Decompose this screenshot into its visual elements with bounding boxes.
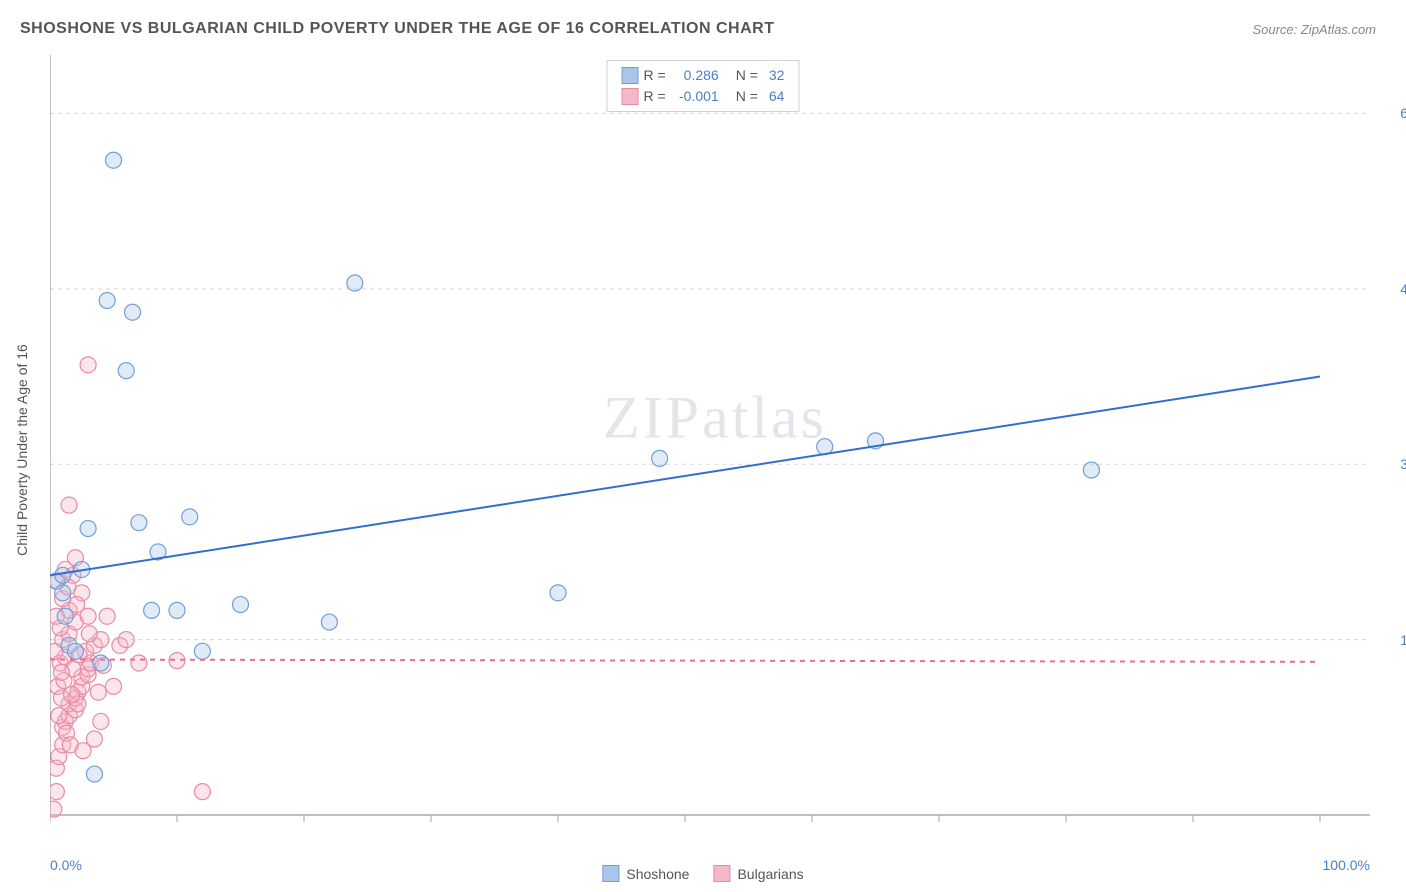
y-axis-label: Child Poverty Under the Age of 16 — [14, 344, 30, 556]
legend-n-label: N = — [736, 86, 758, 107]
y-tick-label: 60.0% — [1400, 105, 1406, 121]
legend-item: Shoshone — [602, 865, 689, 882]
y-tick-label: 45.0% — [1400, 281, 1406, 297]
legend-swatch — [713, 865, 730, 882]
y-tick-label: 30.0% — [1400, 456, 1406, 472]
correlation-legend: R =0.286 N = 32 R =-0.001 N = 64 — [607, 60, 800, 112]
x-tick-label: 100.0% — [1323, 857, 1370, 873]
chart-title: SHOSHONE VS BULGARIAN CHILD POVERTY UNDE… — [20, 20, 774, 38]
legend-r-value: 0.286 — [671, 65, 719, 86]
legend-label: Shoshone — [626, 866, 689, 882]
legend-n-value: 64 — [769, 86, 785, 107]
x-tick-label: 0.0% — [50, 857, 82, 873]
legend-r-value: -0.001 — [671, 86, 719, 107]
legend-row: R =-0.001 N = 64 — [622, 86, 785, 107]
legend-n-label: N = — [736, 65, 758, 86]
y-tick-label: 15.0% — [1400, 632, 1406, 648]
legend-row: R =0.286 N = 32 — [622, 65, 785, 86]
scatter-plot — [50, 55, 1380, 845]
chart-area: Child Poverty Under the Age of 16 ZIPatl… — [50, 55, 1380, 845]
legend-label: Bulgarians — [737, 866, 803, 882]
legend-r-label: R = — [644, 65, 666, 86]
legend-item: Bulgarians — [713, 865, 803, 882]
legend-swatch — [622, 67, 639, 84]
legend-n-value: 32 — [769, 65, 785, 86]
legend-swatch — [622, 88, 639, 105]
source-credit: Source: ZipAtlas.com — [1252, 22, 1376, 37]
legend-swatch — [602, 865, 619, 882]
series-legend: Shoshone Bulgarians — [602, 865, 803, 882]
legend-r-label: R = — [644, 86, 666, 107]
